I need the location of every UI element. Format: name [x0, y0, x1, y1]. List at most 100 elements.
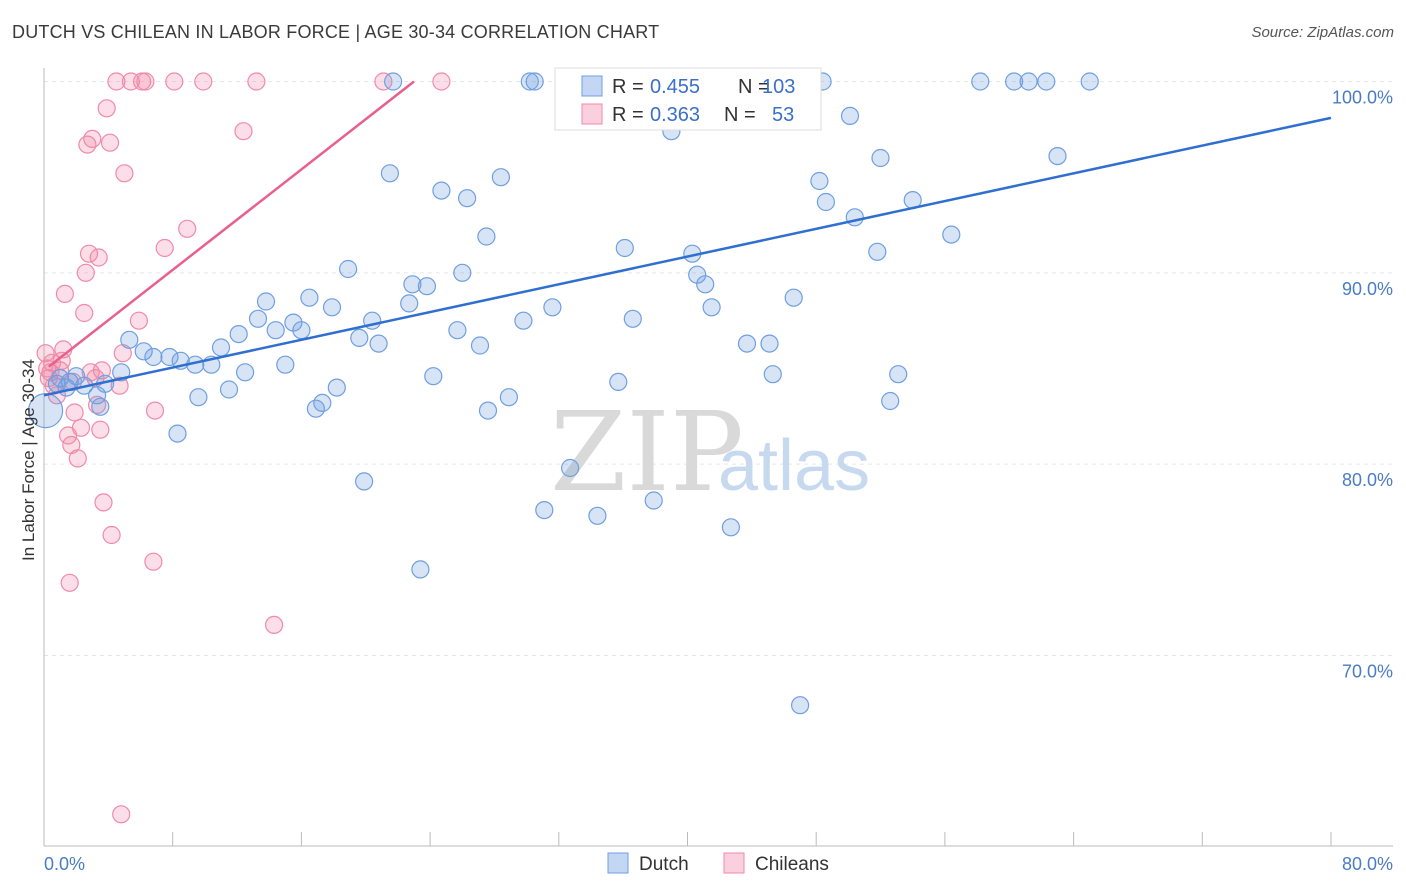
chileans-point — [136, 72, 155, 91]
dutch-point — [400, 294, 419, 313]
dutch-trend-line — [43, 116, 1332, 397]
dutch-point — [327, 378, 346, 397]
y-tick-label: 100.0% — [1332, 88, 1393, 108]
dutch-point — [453, 263, 472, 282]
dutch-point — [350, 328, 369, 347]
chileans-point — [265, 615, 284, 635]
dutch-point — [971, 72, 990, 91]
chileans-point — [55, 284, 75, 303]
dutch-point — [1004, 72, 1024, 91]
dutch-point — [411, 560, 430, 579]
chileans-point — [65, 403, 84, 422]
legend-dutch-r-label: R = — [612, 76, 644, 98]
dutch-point — [448, 321, 467, 340]
chileans-point — [75, 303, 94, 323]
chileans-point — [107, 72, 126, 91]
chileans-point — [374, 72, 393, 91]
dutch-point — [696, 275, 715, 294]
dutch-point — [120, 330, 139, 349]
dutch-point — [881, 391, 900, 411]
dutch-point — [816, 192, 836, 212]
dutch-point — [763, 365, 782, 384]
dutch-point — [292, 321, 311, 340]
chileans-point — [432, 72, 451, 91]
dutch-point — [845, 208, 864, 227]
dutch-point — [322, 298, 342, 317]
dutch-point — [535, 501, 554, 520]
x-tick-label-max: 80.0% — [1342, 854, 1393, 874]
dutch-point — [702, 298, 721, 317]
dutch-point — [380, 164, 399, 183]
dutch-point — [276, 355, 295, 374]
dutch-point — [784, 288, 803, 307]
chileans-point — [89, 248, 108, 267]
chileans-point — [94, 493, 113, 512]
dutch-point — [588, 506, 607, 525]
legend-chileans-r-label: R = — [612, 104, 644, 126]
bottom-legend-chileans: Chileans — [755, 854, 829, 875]
dutch-point — [300, 288, 319, 307]
dutch-point — [478, 401, 498, 420]
chart-source: Source: ZipAtlas.com — [1251, 24, 1394, 41]
dutch-point — [868, 242, 887, 261]
dutch-point — [144, 347, 163, 367]
chileans-point — [194, 72, 213, 91]
chart-title: DUTCH VS CHILEAN IN LABOR FORCE | AGE 30… — [12, 22, 660, 42]
dutch-point — [313, 393, 332, 412]
dutch-point — [623, 309, 642, 328]
dutch-point — [27, 393, 64, 429]
chileans-trend-line — [48, 80, 415, 368]
watermark: ZIP atlas — [550, 388, 870, 516]
dutch-point — [810, 171, 829, 191]
chileans-point — [92, 361, 112, 380]
dutch-point — [424, 367, 443, 386]
dutch-point — [609, 372, 628, 391]
chileans-point — [91, 420, 110, 439]
chileans-point — [100, 133, 120, 152]
chileans-point — [145, 401, 165, 420]
chileans-point — [76, 263, 95, 282]
dutch-point — [543, 298, 562, 317]
dutch-point — [417, 277, 436, 296]
x-tick-label-min: 0.0% — [44, 854, 85, 874]
dutch-point — [525, 72, 544, 91]
y-tick-label: 90.0% — [1342, 279, 1393, 299]
dutch-point — [432, 181, 451, 200]
dutch-point — [790, 696, 810, 715]
chileans-point — [178, 219, 197, 238]
chileans-point — [79, 244, 99, 263]
dutch-point — [760, 334, 779, 353]
chileans-point — [165, 72, 184, 91]
chileans-point — [112, 805, 131, 824]
legend-chileans-n-value: 53 — [772, 104, 794, 126]
dutch-point — [491, 168, 510, 187]
y-axis-label: In Labor Force | Age 30-34 — [19, 359, 38, 561]
y-tick-labels: 100.0% 90.0% 80.0% 70.0% — [1332, 88, 1393, 682]
dutch-point — [256, 292, 276, 311]
dutch-point — [1080, 72, 1099, 91]
dutch-point — [721, 518, 741, 537]
dutch-point — [737, 334, 757, 353]
legend-chileans-r-value: 0.363 — [650, 104, 700, 126]
stats-legend: R = 0.455 N = 103 R = 0.363 N = 53 — [554, 67, 822, 131]
chileans-point — [129, 311, 148, 330]
dutch-point — [369, 334, 388, 353]
chileans-point — [155, 238, 174, 258]
chileans-point — [60, 573, 79, 592]
dutch-point — [168, 424, 187, 443]
watermark-atlas: atlas — [718, 426, 870, 506]
chileans-point — [78, 135, 97, 154]
legend-dutch-r-value: 0.455 — [650, 76, 700, 98]
dutch-point — [248, 309, 268, 328]
dutch-point — [871, 148, 890, 168]
dutch-point — [134, 342, 153, 361]
series-legend: Dutch Chileans — [607, 852, 829, 875]
chileans-point — [83, 129, 102, 148]
trend-lines — [43, 80, 1332, 397]
chileans-point — [110, 376, 129, 395]
y-tick-label: 80.0% — [1342, 470, 1393, 490]
dutch-point — [219, 380, 239, 399]
dutch-point — [160, 347, 179, 367]
dutch-point — [889, 365, 908, 384]
